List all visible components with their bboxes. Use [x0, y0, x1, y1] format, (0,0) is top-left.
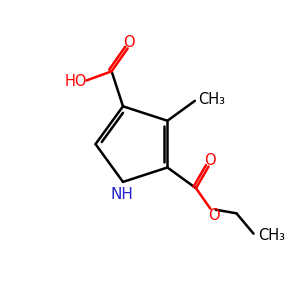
Text: CH₃: CH₃: [198, 92, 225, 107]
Text: O: O: [208, 208, 220, 223]
Text: NH: NH: [111, 187, 134, 202]
Text: HO: HO: [64, 74, 87, 89]
Text: O: O: [123, 35, 135, 50]
Text: O: O: [204, 153, 216, 168]
Text: CH₃: CH₃: [258, 228, 285, 243]
